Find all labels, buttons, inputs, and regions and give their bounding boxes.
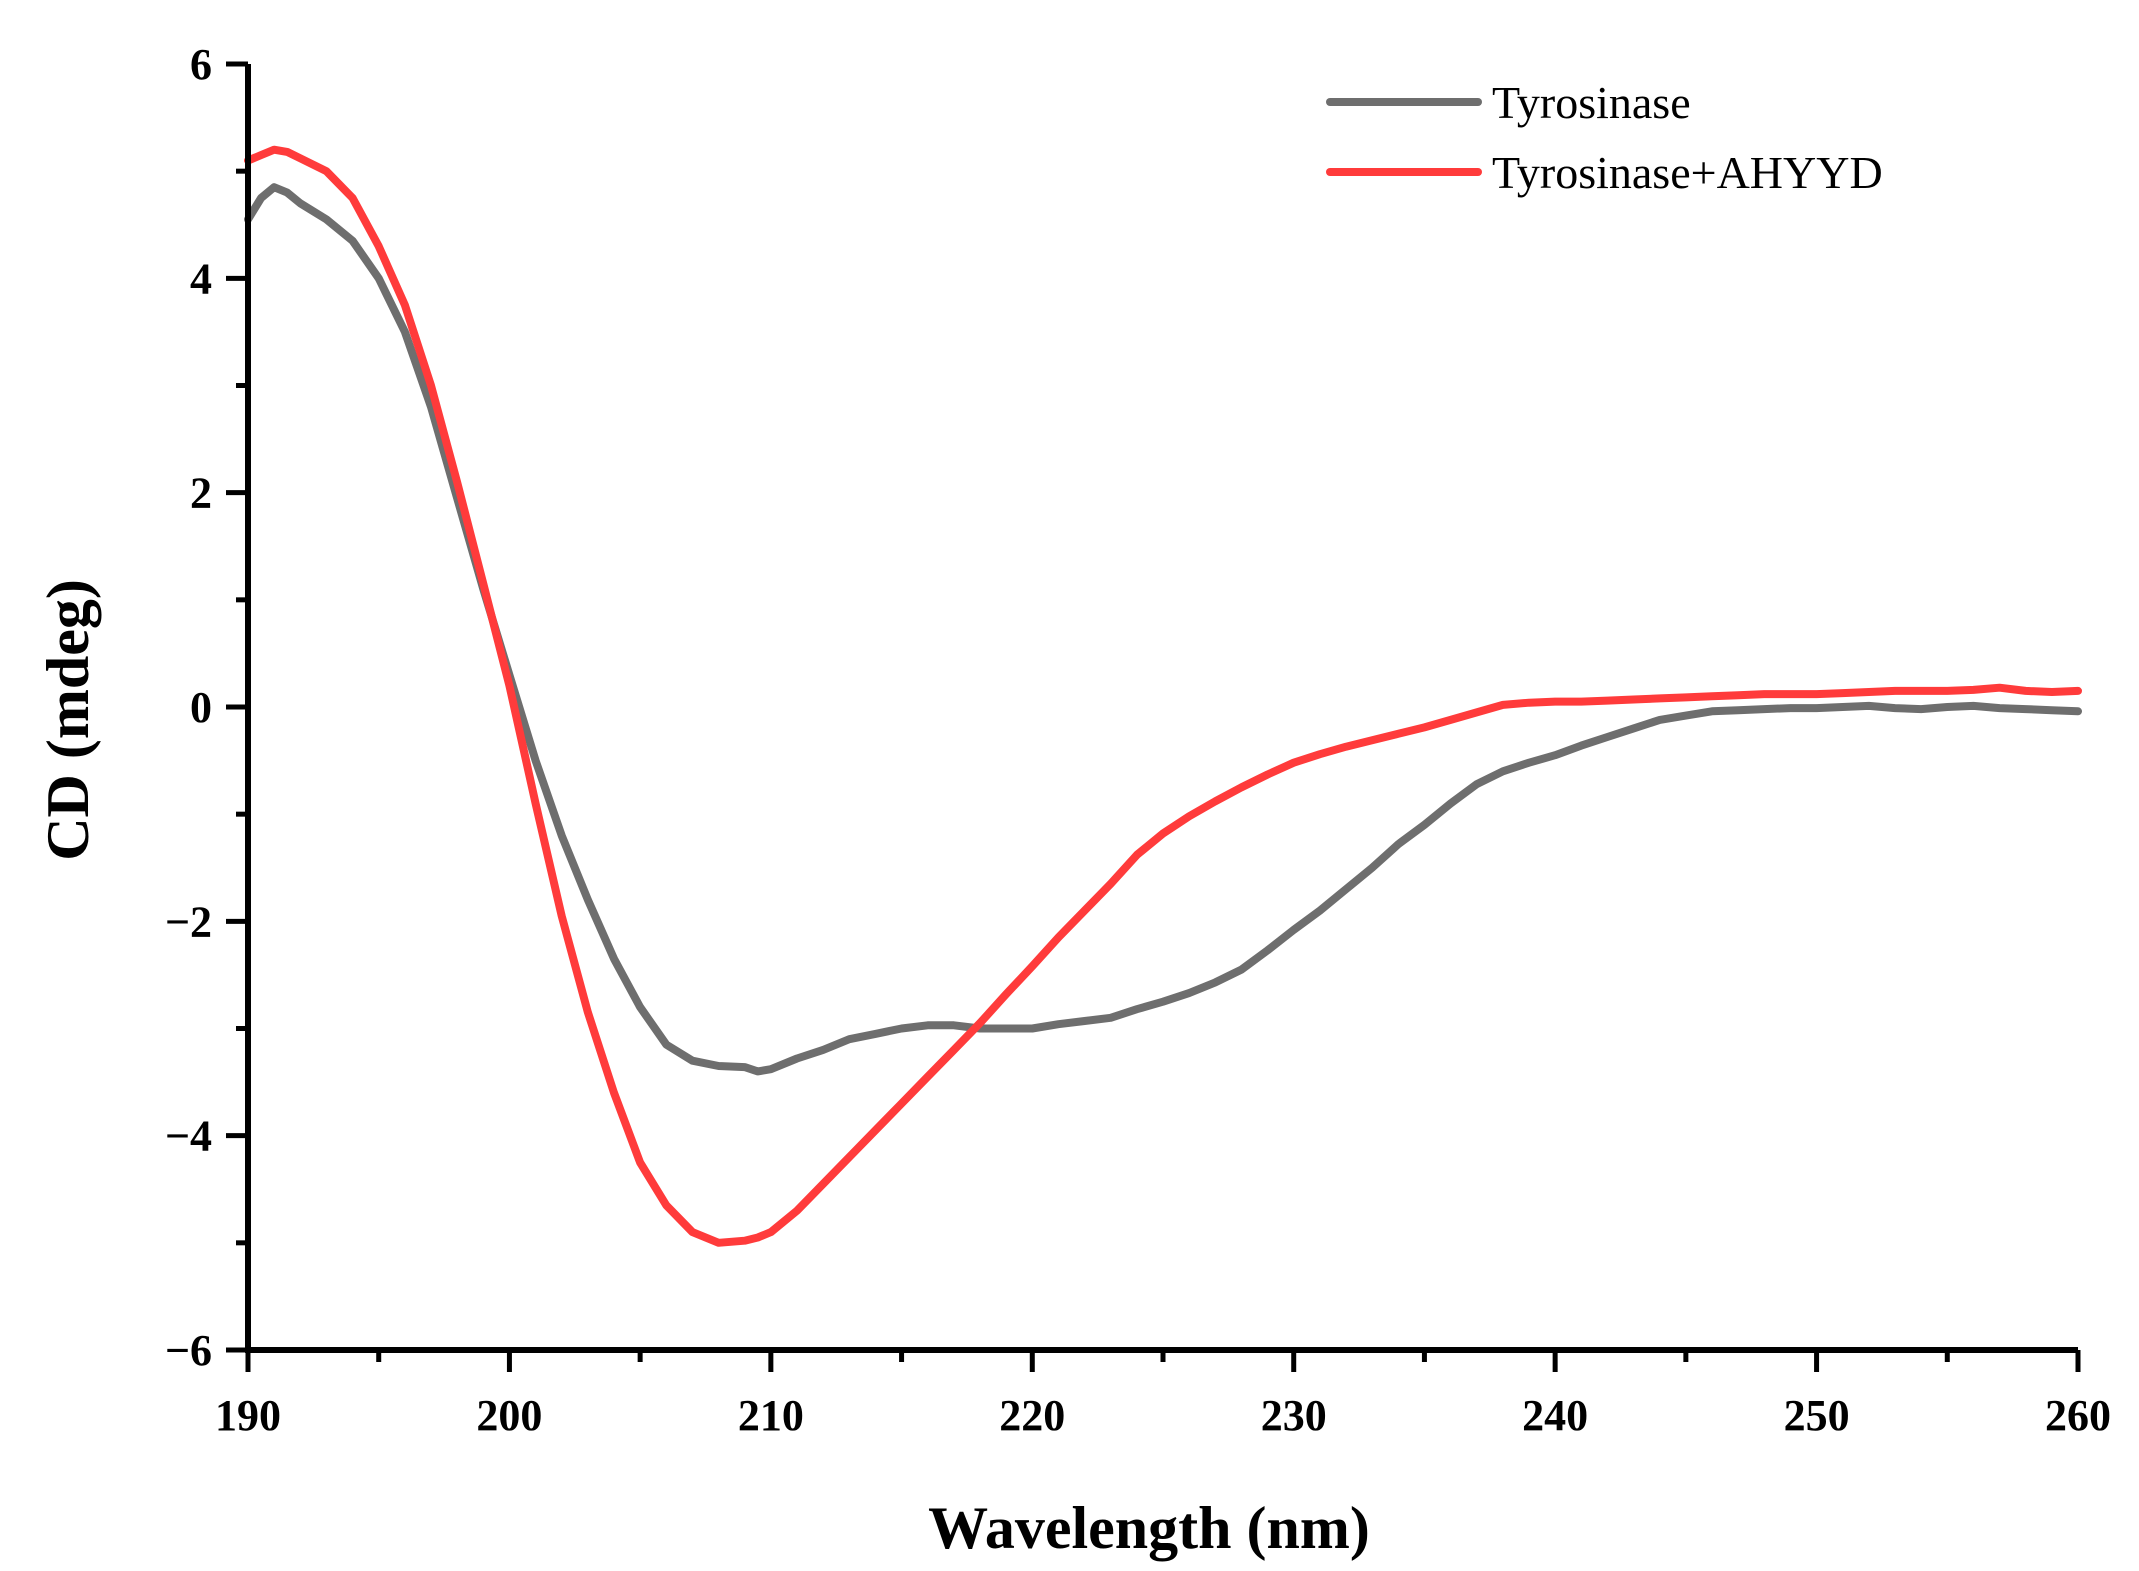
x-tick-label-230: 230: [1261, 1391, 1327, 1440]
y-tick-label--4: −4: [165, 1112, 212, 1161]
series-layer: [244, 145, 2082, 1247]
x-tick-label-250: 250: [1784, 1391, 1850, 1440]
y-axis-title: CD (mdeg): [35, 579, 101, 861]
ticks-layer: 190 200 210 220 230 240 250 260 −6 −4 −2 0 2 4 6: [165, 40, 2111, 1440]
x-tick-label-210: 210: [738, 1391, 804, 1440]
series-line-tyrosinase: [244, 183, 2082, 1076]
series-line-tyrosinase-ahyyd: [244, 145, 2082, 1247]
x-axis-title: Wavelength (nm): [928, 1495, 1370, 1561]
legend: Tyrosinase Tyrosinase+AHYYD: [1326, 77, 1883, 198]
x-tick-label-190: 190: [215, 1391, 281, 1440]
y-tick-label-0: 0: [190, 683, 212, 732]
y-tick-label-6: 6: [190, 40, 212, 89]
legend-label-tyrosinase: Tyrosinase: [1492, 77, 1691, 128]
y-tick-label-2: 2: [190, 469, 212, 518]
y-tick-label-4: 4: [190, 254, 212, 303]
y-tick-label--6: −6: [165, 1326, 212, 1375]
y-tick-label--2: −2: [165, 897, 212, 946]
x-tick-label-260: 260: [2045, 1391, 2111, 1440]
legend-label-tyrosinase-ahyyd: Tyrosinase+AHYYD: [1492, 147, 1883, 198]
x-tick-label-240: 240: [1522, 1391, 1588, 1440]
x-tick-label-200: 200: [476, 1391, 542, 1440]
x-tick-label-220: 220: [999, 1391, 1065, 1440]
